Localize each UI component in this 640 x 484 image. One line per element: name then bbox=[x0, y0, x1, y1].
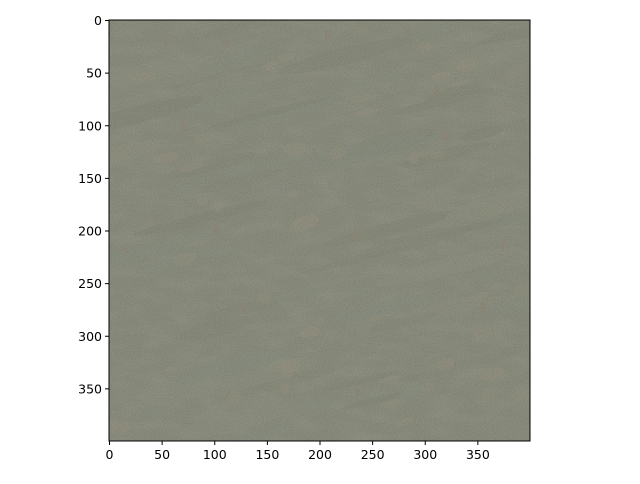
satellite-image bbox=[109, 20, 530, 441]
x-axis: 0 50 100 150 200 250 300 350 bbox=[106, 441, 490, 462]
y-tick-label: 300 bbox=[78, 329, 102, 344]
x-tick-label: 300 bbox=[413, 447, 437, 462]
y-tick-label: 100 bbox=[78, 118, 102, 133]
x-tick-label: 250 bbox=[361, 447, 385, 462]
y-tick-label: 0 bbox=[94, 13, 102, 28]
y-tick-label: 200 bbox=[78, 224, 102, 239]
y-tick-label: 50 bbox=[86, 66, 102, 81]
x-tick-label: 150 bbox=[255, 447, 279, 462]
y-axis: 0 50 100 150 200 250 300 350 bbox=[78, 13, 109, 396]
y-tick-label: 250 bbox=[78, 276, 102, 291]
y-tick-label: 350 bbox=[78, 381, 102, 396]
x-tick-label: 200 bbox=[308, 447, 332, 462]
x-tick-label: 0 bbox=[106, 447, 114, 462]
x-tick-label: 50 bbox=[154, 447, 170, 462]
x-tick-label: 100 bbox=[203, 447, 227, 462]
y-tick-label: 150 bbox=[78, 171, 102, 186]
x-tick-label: 350 bbox=[466, 447, 490, 462]
